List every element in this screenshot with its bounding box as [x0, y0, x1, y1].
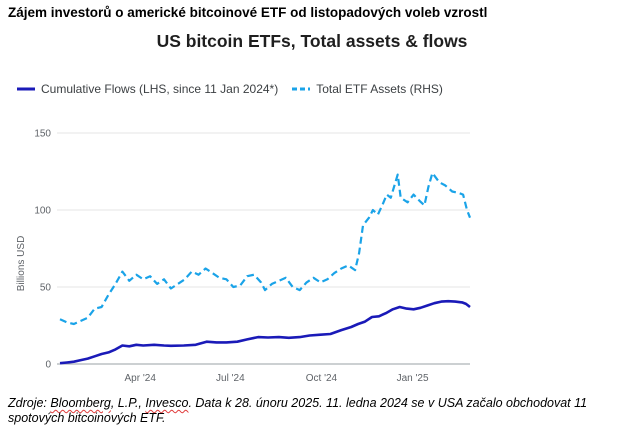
y-tick-label-50: 50: [40, 283, 52, 294]
chart-legend: Cumulative Flows (LHS, since 11 Jan 2024…: [17, 82, 457, 96]
legend-label-cumulative-flows: Cumulative Flows (LHS, since 11 Jan 2024…: [41, 82, 279, 96]
x-tick-label-3: Jan '25: [397, 373, 429, 384]
legend-item-cumulative-flows: Cumulative Flows (LHS, since 11 Jan 2024…: [17, 82, 278, 96]
x-tick-label-1: Jul '24: [216, 373, 245, 384]
y-tick-label-100: 100: [34, 206, 51, 217]
y-tick-label-150: 150: [34, 129, 51, 140]
series-line-total-assets: [59, 171, 472, 326]
source-bloomberg: Bloomberg: [50, 396, 111, 410]
series-line-cumulative-flows: [59, 299, 471, 365]
x-axis-ticks: Apr '24 Jul '24 Oct '24 Jan '25: [125, 373, 429, 384]
legend-item-total-assets: Total ETF Assets (RHS): [292, 82, 443, 96]
y-axis-ticks: 0 50 100 150: [34, 129, 51, 371]
x-tick-label-0: Apr '24: [125, 373, 157, 384]
y-axis-label: Billions USD: [16, 236, 27, 292]
y-tick-label-0: 0: [45, 360, 51, 371]
legend-swatch-solid: [17, 87, 35, 91]
chart-title: US bitcoin ETFs, Total assets & flows: [156, 31, 468, 51]
legend-swatch-dashed: [292, 87, 311, 91]
source-invesco: Invesco: [145, 396, 189, 410]
headline: Zájem investorů o americké bitcoinové ET…: [8, 5, 488, 20]
source-mid: , L.P.,: [110, 396, 146, 410]
x-tick-label-2: Oct '24: [306, 373, 338, 384]
series-lines: [59, 171, 472, 365]
source-note: Zdroje: Bloomberg, L.P., Invesco. Data k…: [8, 396, 620, 426]
source-rest: . Data k 28. únoru 2025. 11. ledna 2024 …: [8, 396, 588, 425]
source-prefix: Zdroje:: [8, 396, 51, 410]
legend-label-total-assets: Total ETF Assets (RHS): [316, 82, 443, 96]
grid-lines: [57, 132, 470, 365]
